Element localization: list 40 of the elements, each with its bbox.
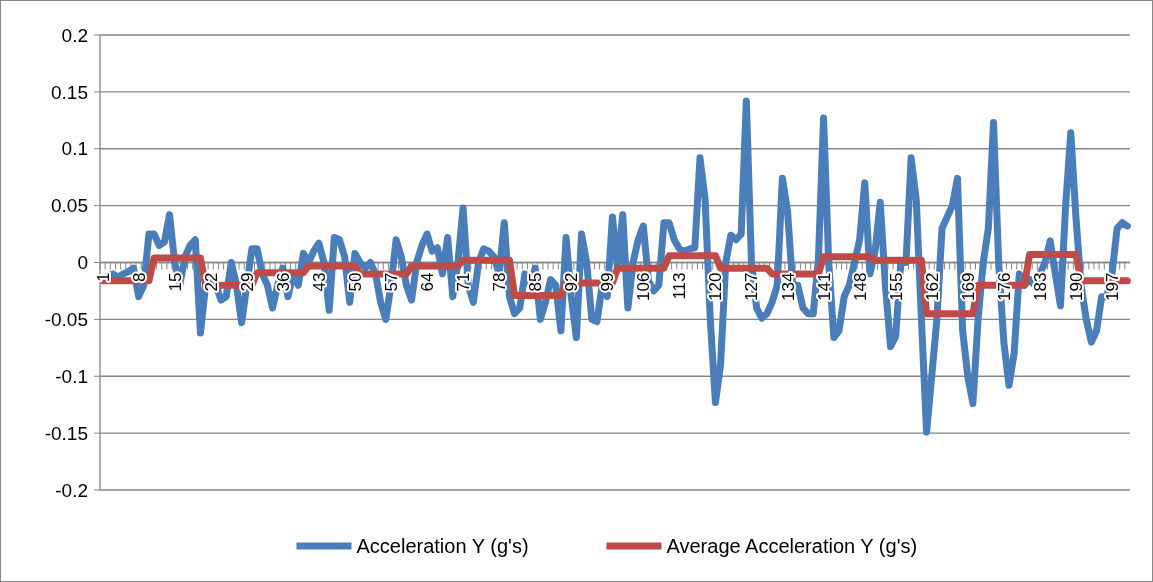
x-tick-label: 183 bbox=[1030, 272, 1050, 301]
y-tick-label: 0.2 bbox=[61, 24, 88, 46]
x-tick-label: 78 bbox=[490, 272, 510, 292]
x-tick-label: 113 bbox=[670, 272, 690, 300]
y-tick-label: -0.05 bbox=[44, 309, 88, 331]
x-tick-label: 120 bbox=[706, 272, 726, 301]
x-tick-label: 57 bbox=[381, 272, 401, 292]
x-tick-label: 22 bbox=[201, 272, 221, 292]
y-tick-label: -0.2 bbox=[55, 479, 88, 501]
x-tick-label: 50 bbox=[345, 272, 365, 292]
y-tick-label: -0.15 bbox=[44, 422, 88, 444]
x-tick-label: 141 bbox=[814, 272, 834, 301]
legend-label: Acceleration Y (g's) bbox=[356, 535, 529, 557]
x-tick-label: 106 bbox=[634, 272, 654, 301]
x-tick-label: 190 bbox=[1066, 272, 1086, 301]
x-tick-label: 43 bbox=[309, 272, 329, 292]
x-tick-label: 92 bbox=[562, 272, 582, 292]
legend-label: Average Acceleration Y (g's) bbox=[666, 535, 918, 557]
x-tick-label: 1 bbox=[93, 272, 113, 282]
y-tick-label: -0.1 bbox=[55, 365, 88, 387]
x-tick-label: 176 bbox=[994, 272, 1014, 301]
x-tick-label: 85 bbox=[526, 272, 546, 292]
x-tick-label: 29 bbox=[237, 272, 257, 292]
x-tick-label: 99 bbox=[598, 272, 618, 292]
x-tick-label: 162 bbox=[922, 272, 942, 301]
y-tick-label: 0.15 bbox=[51, 81, 88, 103]
x-tick-label: 15 bbox=[165, 272, 185, 292]
y-tick-label: 0.05 bbox=[51, 195, 88, 217]
y-tick-label: 0 bbox=[77, 252, 88, 274]
y-tick-label: 0.1 bbox=[61, 138, 88, 160]
x-tick-label: 197 bbox=[1102, 272, 1122, 301]
x-tick-label: 8 bbox=[129, 272, 149, 282]
x-tick-label: 169 bbox=[958, 272, 978, 301]
x-tick-label: 36 bbox=[273, 272, 293, 292]
x-tick-label: 71 bbox=[454, 272, 474, 292]
x-tick-label: 64 bbox=[418, 272, 438, 292]
x-tick-label: 148 bbox=[850, 272, 870, 301]
x-tick-label: 134 bbox=[778, 272, 798, 301]
x-tick-label: 127 bbox=[742, 272, 762, 301]
x-tick-label: 155 bbox=[886, 272, 906, 301]
